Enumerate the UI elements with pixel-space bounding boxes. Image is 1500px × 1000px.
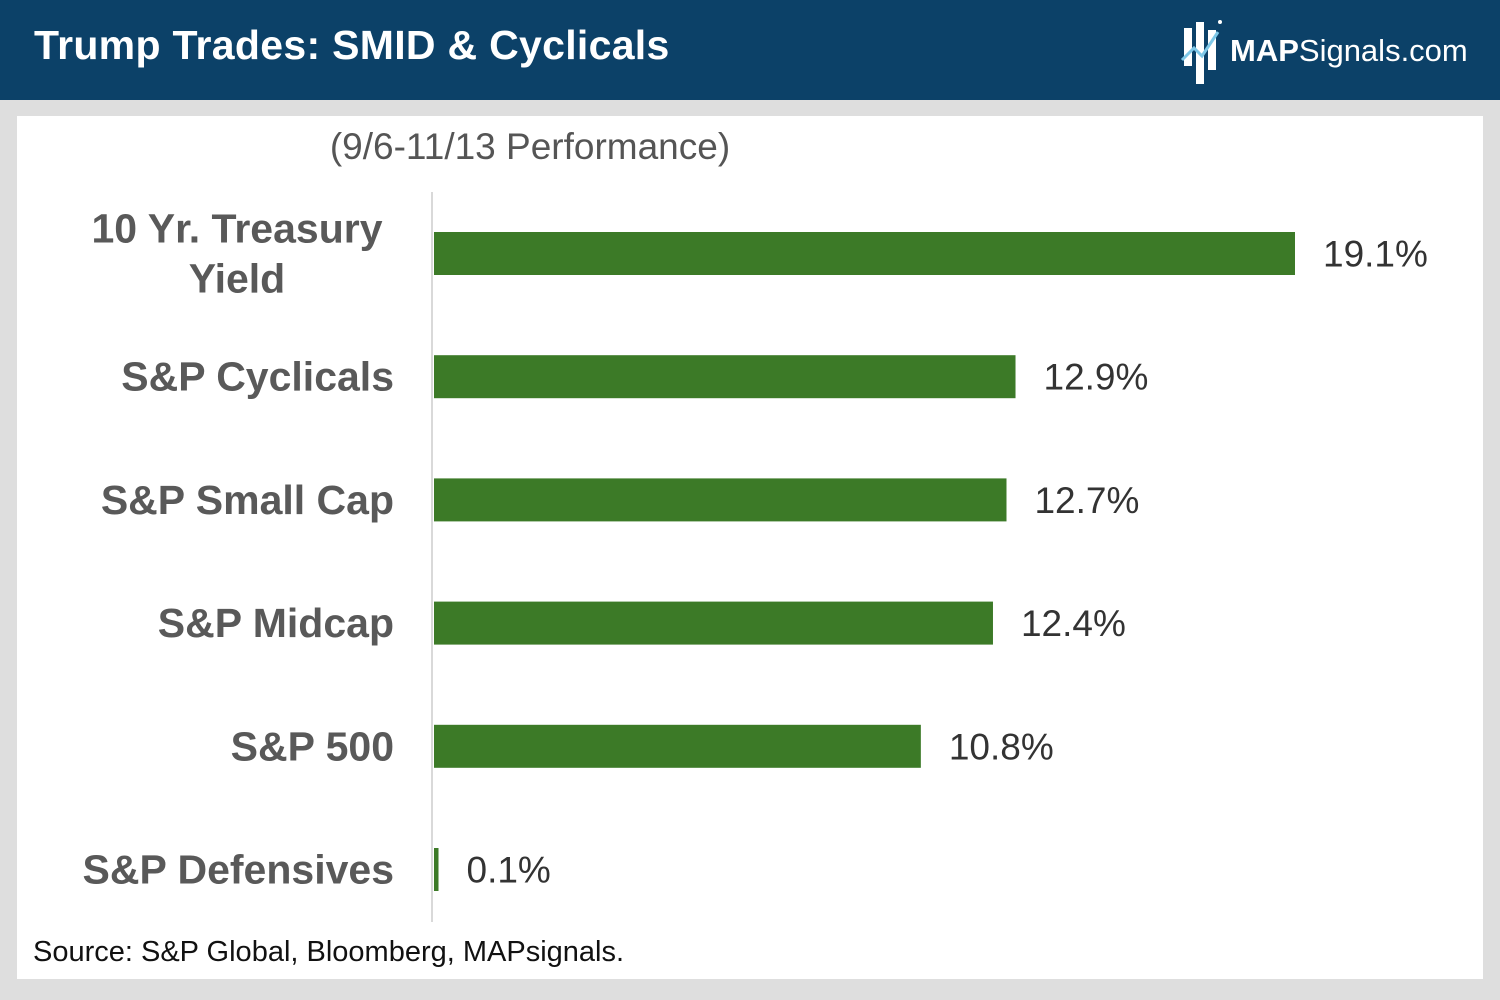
chart-subtitle: (9/6-11/13 Performance) <box>329 126 731 167</box>
bar-4 <box>434 724 921 768</box>
category-label-2: S&P Small Cap <box>101 477 394 523</box>
bar-1 <box>434 355 1016 399</box>
category-label-3: S&P Midcap <box>158 600 394 646</box>
bar-5 <box>434 848 439 891</box>
bar-0 <box>434 232 1295 275</box>
logo-wordmark: MAPSignals.com <box>1230 33 1468 69</box>
bar-2 <box>434 478 1007 522</box>
logo-light: Signals.com <box>1298 33 1468 68</box>
mapsignals-logo: MAPSignals.com <box>1180 18 1480 86</box>
chart-title: Trump Trades: SMID & Cyclicals <box>34 22 670 68</box>
value-label-0: 19.1% <box>1323 234 1428 275</box>
value-label-5: 0.1% <box>467 850 551 891</box>
category-label-5: S&P Defensives <box>83 847 394 893</box>
value-label-4: 10.8% <box>949 726 1054 767</box>
category-label-0-line-0: 10 Yr. Treasury <box>91 206 382 252</box>
value-label-2: 12.7% <box>1034 480 1139 521</box>
mapsignals-logo-icon <box>1180 20 1222 84</box>
source-note: Source: S&P Global, Bloomberg, MAPsignal… <box>33 936 625 968</box>
value-label-3: 12.4% <box>1021 603 1126 644</box>
value-label-1: 12.9% <box>1044 357 1149 398</box>
category-label-1: S&P Cyclicals <box>121 354 394 400</box>
header-bar: Trump Trades: SMID & Cyclicals MAPSignal… <box>0 0 1500 100</box>
logo-strong: MAP <box>1230 33 1299 68</box>
bar-3 <box>434 601 993 645</box>
category-label-0-line-1: Yield <box>189 256 285 302</box>
category-label-4: S&P 500 <box>231 723 394 769</box>
